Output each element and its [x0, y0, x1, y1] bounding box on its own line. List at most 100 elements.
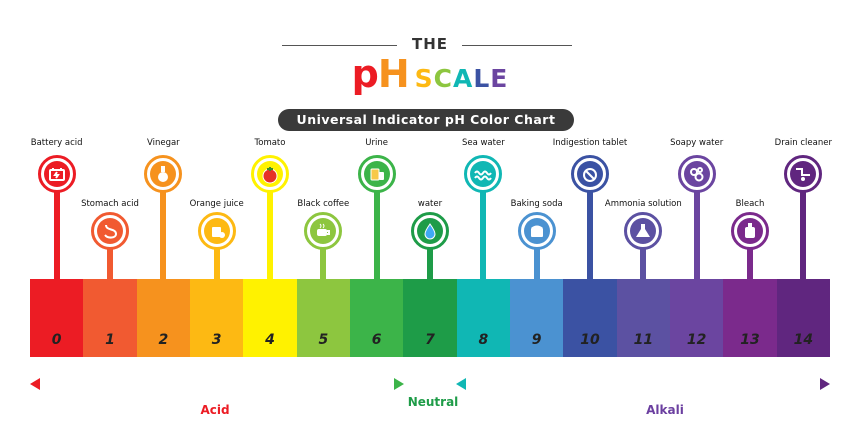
- pin-3: [197, 212, 236, 250]
- pin-label: Stomach acid: [81, 199, 139, 209]
- page-title: pH SCALE: [0, 52, 860, 96]
- title-letter: S: [414, 64, 434, 93]
- pin-6: [357, 155, 396, 193]
- tablet-icon: [583, 168, 597, 182]
- title-letter: L: [473, 64, 491, 93]
- title-the: THE: [411, 35, 449, 53]
- pin-7: [411, 212, 449, 250]
- pin-13: [731, 212, 769, 250]
- pin-label: Vinegar: [146, 138, 180, 148]
- pin-label: Ammonia solution: [604, 199, 682, 209]
- pin-stem: [427, 248, 433, 279]
- range-arrows: [30, 378, 830, 390]
- ph-value-14: 14: [793, 332, 814, 348]
- pin-stem: [320, 248, 327, 279]
- title-rule-left: [282, 45, 397, 46]
- ph-band-3: [190, 279, 244, 357]
- ph-band-11: [616, 279, 671, 357]
- pin-label: Tomato: [254, 138, 286, 148]
- title-ph: pH: [351, 52, 410, 96]
- pin-label: Indigestion tablet: [552, 138, 628, 148]
- ph-value-13: 13: [740, 332, 760, 348]
- ph-band-13: [723, 279, 778, 357]
- ph-value-1: 1: [105, 332, 115, 348]
- ph-band-8: [456, 279, 511, 357]
- neutral-label: Neutral: [407, 395, 459, 409]
- ph-band-4: [243, 279, 298, 357]
- pin-label: Orange juice: [189, 199, 244, 209]
- coffee-cup-icon: [317, 223, 331, 236]
- ph-value-4: 4: [265, 332, 275, 348]
- ph-band-7: [403, 279, 458, 357]
- subtitle-badge: Universal Indicator pH Color Chart: [278, 109, 574, 131]
- ph-value-9: 9: [531, 332, 542, 348]
- ph-value-6: 6: [371, 332, 382, 348]
- ph-band-1: [83, 279, 138, 357]
- pin-label: Soapy water: [670, 138, 724, 148]
- battery-icon: [48, 168, 65, 181]
- pin-10: [571, 155, 609, 193]
- vinegar-bottle-icon: [158, 166, 169, 182]
- pin-5: [304, 212, 343, 250]
- alkali-label: Alkali: [646, 403, 684, 417]
- ph-value-5: 5: [318, 332, 329, 348]
- pin-stem: [213, 248, 220, 279]
- ph-band-14: [776, 279, 831, 357]
- title-letter: C: [433, 64, 453, 93]
- ph-band-9: [510, 279, 564, 357]
- title-letter: p: [351, 52, 379, 96]
- ph-value-10: 10: [580, 332, 600, 348]
- title-scale: SCALE: [415, 64, 509, 93]
- pin-label: Bleach: [735, 199, 765, 209]
- pin-label: Black coffee: [297, 199, 350, 209]
- ph-band-5: [296, 279, 351, 357]
- pin-label: Drain cleaner: [774, 138, 832, 148]
- orange-juice-icon: [211, 227, 225, 238]
- pin-14: [784, 155, 823, 193]
- pin-label: Urine: [365, 138, 388, 148]
- bleach-bottle-icon: [745, 223, 755, 238]
- stomach-icon: [104, 224, 118, 239]
- title-letter: H: [377, 52, 410, 96]
- pin-stem: [107, 248, 113, 279]
- ph-band-6: [350, 279, 404, 357]
- ph-band-0: [30, 279, 84, 357]
- urine-jar-icon: [370, 168, 384, 181]
- pin-label: water: [417, 199, 443, 209]
- pin-stem: [373, 191, 380, 279]
- water-drop-icon: [424, 223, 436, 240]
- soap-bubbles-icon: [689, 167, 704, 182]
- pin-label: Baking soda: [510, 199, 563, 209]
- title-letter: A: [453, 64, 474, 93]
- pin-stem: [533, 248, 540, 279]
- ph-value-8: 8: [478, 332, 489, 348]
- pin-stem: [693, 191, 700, 279]
- pin-label: Battery acid: [30, 138, 83, 148]
- ph-band-2: [136, 279, 191, 357]
- title-rule-right: [462, 45, 572, 46]
- ph-value-0: 0: [51, 332, 62, 348]
- pin-stem: [640, 248, 647, 279]
- pin-label: Sea water: [461, 138, 505, 148]
- ph-value-3: 3: [211, 332, 222, 348]
- pin-stem: [267, 191, 273, 279]
- pin-2: [144, 155, 183, 193]
- pin-11: [624, 212, 663, 250]
- tomato-icon: [262, 167, 278, 184]
- pin-stem: [800, 191, 807, 279]
- ph-value-12: 12: [686, 332, 707, 348]
- ph-band-10: [563, 279, 618, 357]
- acid-arrow: [30, 378, 404, 390]
- pin-8: [464, 155, 503, 193]
- drain-pipe-icon: [796, 168, 811, 181]
- flask-icon: [636, 224, 651, 237]
- pin-12: [677, 155, 716, 193]
- pin-stem: [747, 248, 753, 279]
- pin-stem: [480, 191, 487, 279]
- pin-0: [37, 155, 76, 193]
- pin-1: [91, 212, 129, 250]
- ph-value-2: 2: [158, 332, 169, 348]
- alkali-arrow: [456, 378, 830, 390]
- pin-stem: [160, 191, 167, 279]
- title-letter: E: [490, 64, 509, 93]
